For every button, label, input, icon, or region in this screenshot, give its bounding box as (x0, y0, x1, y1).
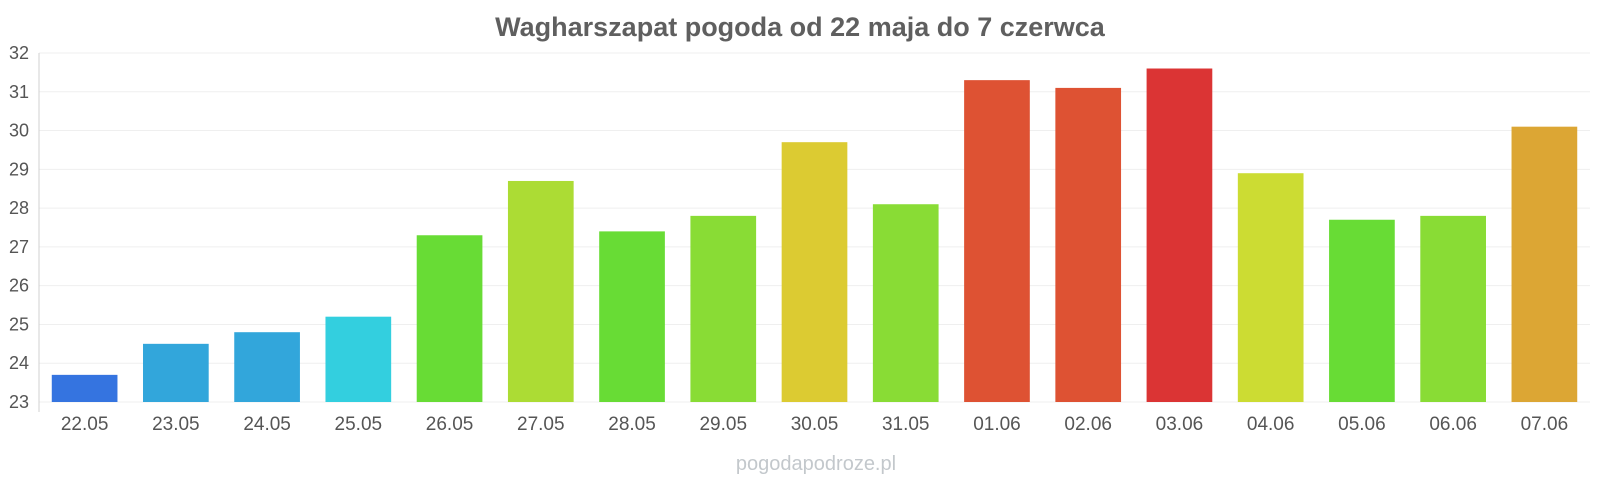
x-tick-label: 03.06 (1156, 414, 1204, 435)
bar-23.05[interactable] (143, 343, 209, 402)
x-tick-label: 28.05 (608, 414, 656, 435)
x-tick-label: 06.06 (1429, 414, 1477, 435)
bar-05.06[interactable] (1329, 219, 1395, 402)
x-tick-label: 07.06 (1521, 414, 1569, 435)
y-axis-ticks: 23 24 25 26 27 28 29 30 31 32 (9, 43, 29, 412)
x-tick-label: 26.05 (426, 414, 474, 435)
bar-22.05[interactable] (51, 374, 118, 402)
x-tick-label: 30.05 (791, 414, 839, 435)
bar-25.05[interactable] (325, 316, 392, 402)
x-tick-label: 01.06 (973, 414, 1021, 435)
bar-02.06[interactable] (1055, 87, 1122, 403)
bar-29.05[interactable] (690, 215, 757, 402)
y-tick-label: 23 (9, 392, 29, 412)
y-tick-label: 24 (9, 353, 29, 373)
bar-24.05[interactable] (234, 332, 300, 402)
x-tick-label: 04.06 (1247, 414, 1295, 435)
bars (51, 68, 1578, 403)
x-tick-label: 05.06 (1338, 414, 1386, 435)
y-tick-label: 25 (9, 314, 29, 334)
bar-03.06[interactable] (1146, 68, 1213, 402)
y-tick-label: 29 (9, 159, 29, 179)
y-tick-label: 32 (9, 43, 29, 63)
chart-title: Wagharszapat pogoda od 22 maja do 7 czer… (495, 12, 1106, 42)
bar-01.06[interactable] (964, 80, 1030, 403)
bar-06.06[interactable] (1420, 215, 1486, 402)
bar-27.05[interactable] (507, 180, 574, 402)
x-tick-label: 23.05 (152, 414, 200, 435)
bar-28.05[interactable] (599, 231, 665, 402)
x-tick-label: 29.05 (699, 414, 747, 435)
y-tick-label: 26 (9, 276, 29, 296)
y-tick-label: 27 (9, 237, 29, 257)
bar-31.05[interactable] (872, 204, 939, 402)
bar-30.05[interactable] (781, 142, 848, 402)
x-tick-label: 24.05 (243, 414, 291, 435)
y-tick-label: 28 (9, 198, 29, 218)
bar-04.06[interactable] (1237, 173, 1304, 402)
watermark: pogodapodroze.pl (736, 453, 896, 475)
x-axis-ticks: 22.05 23.05 24.05 25.05 26.05 27.05 28.05 29.05… (61, 414, 1568, 435)
x-tick-label: 02.06 (1064, 414, 1112, 435)
bar-07.06[interactable] (1511, 126, 1578, 402)
y-tick-label: 31 (9, 82, 29, 102)
x-tick-label: 31.05 (882, 414, 930, 435)
y-tick-label: 30 (9, 121, 29, 141)
x-tick-label: 25.05 (335, 414, 383, 435)
x-tick-label: 22.05 (61, 414, 109, 435)
bar-26.05[interactable] (416, 235, 483, 402)
x-tick-label: 27.05 (517, 414, 565, 435)
